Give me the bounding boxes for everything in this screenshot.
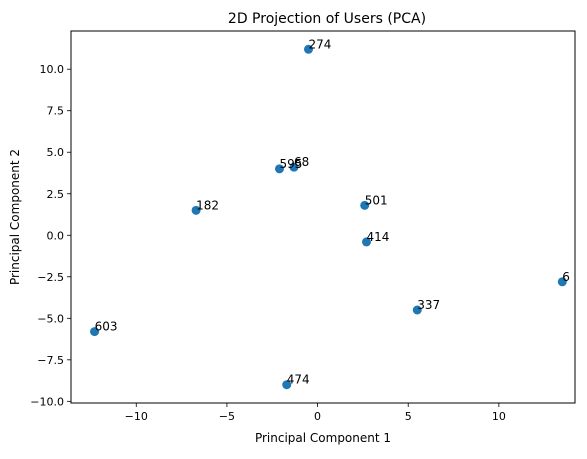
data-point — [303, 44, 313, 54]
x-axis-label: Principal Component 1 — [255, 431, 391, 445]
plot-frame — [70, 30, 576, 404]
point-label: 182 — [196, 198, 219, 212]
y-tick-label: −5.0 — [37, 312, 64, 325]
y-tick-label: −2.5 — [37, 271, 64, 284]
data-point — [191, 205, 201, 215]
y-tick-label: −7.5 — [37, 354, 64, 367]
point-label: 337 — [417, 298, 440, 312]
data-point — [282, 380, 292, 390]
point-label: 501 — [365, 193, 388, 207]
x-tick-label: 0 — [314, 410, 321, 423]
point-label: 68 — [294, 155, 309, 169]
chart-title: 2D Projection of Users (PCA) — [228, 11, 426, 27]
y-tick-label: −10.0 — [30, 395, 64, 408]
point-label: 474 — [287, 373, 310, 387]
point-label: 603 — [95, 320, 118, 334]
data-point — [362, 237, 372, 247]
data-point — [274, 164, 284, 174]
y-tick-label: 0.0 — [47, 229, 65, 242]
x-tick-label: −10 — [125, 410, 148, 423]
data-point — [360, 200, 370, 210]
x-tick-label: 10 — [492, 410, 506, 423]
x-tick-label: −5 — [219, 410, 235, 423]
y-tick-label: 7.5 — [47, 105, 65, 118]
y-tick-label: 5.0 — [47, 146, 65, 159]
data-point — [90, 327, 100, 337]
point-label: 595 — [279, 157, 302, 171]
data-point — [412, 305, 422, 315]
y-tick-label: 10.0 — [40, 63, 65, 76]
y-axis-label: Principal Component 2 — [8, 149, 22, 285]
point-label: 6 — [562, 270, 570, 284]
plot-area: −10 −5 0 5 10 −10.0 −7.5 −5.0 −2.5 0.0 2.5 5.0 7.5 10… — [30, 37, 570, 423]
data-point — [557, 277, 567, 287]
point-label: 414 — [367, 230, 390, 244]
data-point — [289, 162, 299, 172]
y-tick-label: 2.5 — [47, 188, 65, 201]
point-label: 274 — [308, 37, 331, 51]
x-tick-label: 5 — [405, 410, 412, 423]
